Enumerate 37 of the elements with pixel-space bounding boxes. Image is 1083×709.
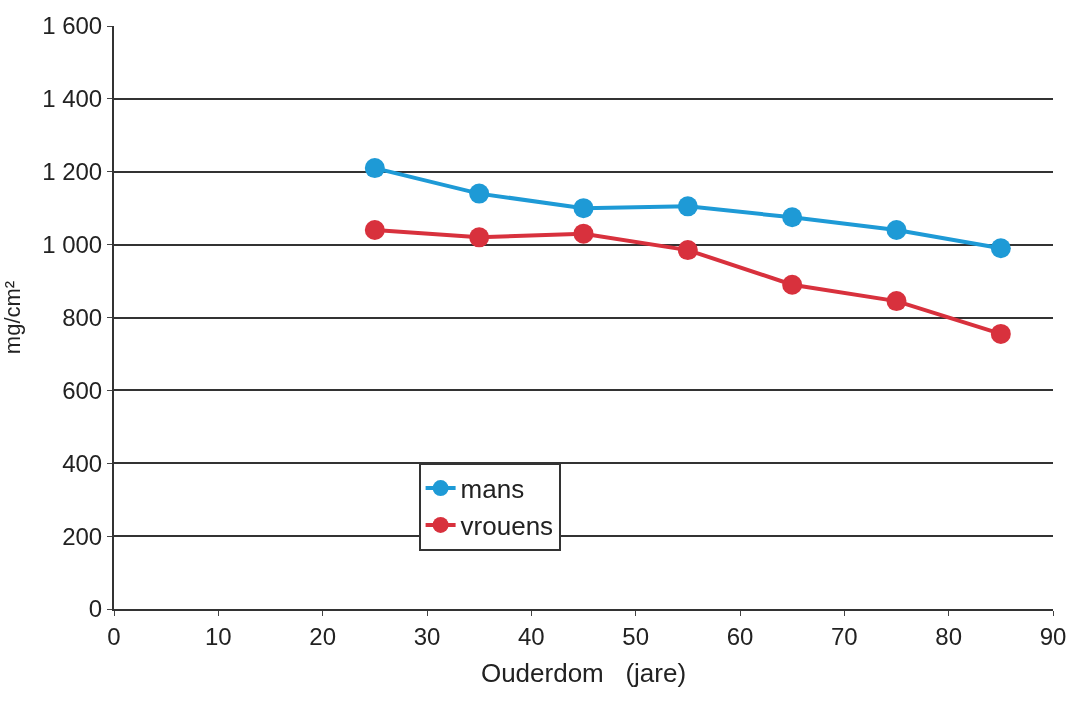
point <box>677 240 698 261</box>
y-tick-label: 1 400 <box>42 85 103 113</box>
y-tick-label: 800 <box>62 303 103 331</box>
x-axis-title: Ouderdom (jare) <box>480 658 687 688</box>
x-tick-label: 40 <box>517 622 545 650</box>
y-tick-label: 1 200 <box>42 158 103 186</box>
y-tick-label: 1 600 <box>42 12 103 40</box>
x-tick-label: 70 <box>830 622 858 650</box>
x-tick-label: 60 <box>726 622 754 650</box>
y-tick-label: 200 <box>62 522 103 550</box>
point <box>782 274 803 295</box>
point <box>886 220 907 241</box>
y-axis-title: mg/cm² <box>0 280 26 355</box>
point <box>573 223 594 244</box>
x-tick-label: 20 <box>309 622 337 650</box>
point <box>573 198 594 219</box>
point <box>990 238 1011 259</box>
point <box>469 227 490 248</box>
point <box>364 220 385 241</box>
x-tick-label: 10 <box>204 622 232 650</box>
point <box>677 196 698 217</box>
x-tick-label: 30 <box>413 622 441 650</box>
legend-label: mans <box>460 474 525 505</box>
point <box>469 183 490 204</box>
point <box>364 158 385 179</box>
x-tick-label: 0 <box>107 622 121 650</box>
x-tick-label: 80 <box>935 622 963 650</box>
y-tick-label: 600 <box>62 376 103 404</box>
point <box>990 323 1011 344</box>
y-tick-label: 400 <box>62 449 103 477</box>
y-tick-label: 0 <box>88 595 103 623</box>
point <box>886 291 907 312</box>
legend-label: vrouens <box>460 511 554 542</box>
point <box>782 207 803 228</box>
y-tick-label: 1 000 <box>42 231 103 259</box>
x-tick-label: 50 <box>622 622 650 650</box>
x-tick-label: 90 <box>1039 622 1067 650</box>
